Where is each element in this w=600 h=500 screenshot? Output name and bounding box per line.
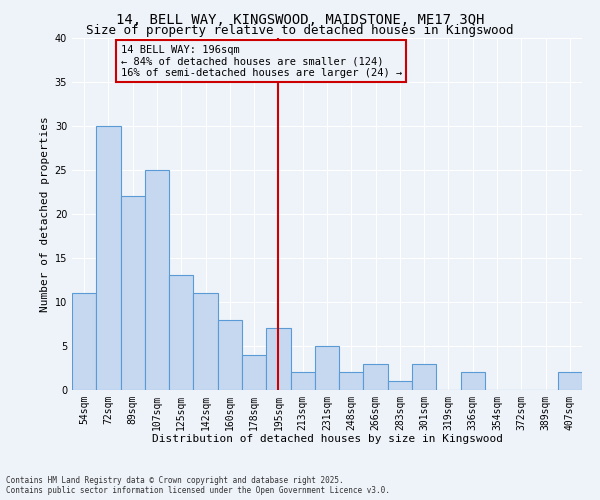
Bar [145,170,169,390]
X-axis label: Distribution of detached houses by size in Kingswood: Distribution of detached houses by size … [151,434,503,444]
Bar [290,372,315,390]
Bar [315,346,339,390]
Bar [96,126,121,390]
Bar [461,372,485,390]
Bar [72,293,96,390]
Text: 14 BELL WAY: 196sqm
← 84% of detached houses are smaller (124)
16% of semi-detac: 14 BELL WAY: 196sqm ← 84% of detached ho… [121,44,402,78]
Y-axis label: Number of detached properties: Number of detached properties [40,116,50,312]
Bar [388,381,412,390]
Bar [364,364,388,390]
Bar [558,372,582,390]
Bar [121,196,145,390]
Bar [412,364,436,390]
Bar [218,320,242,390]
Bar [169,276,193,390]
Bar [242,355,266,390]
Text: Size of property relative to detached houses in Kingswood: Size of property relative to detached ho… [86,24,514,37]
Bar [339,372,364,390]
Bar [193,293,218,390]
Text: Contains HM Land Registry data © Crown copyright and database right 2025.
Contai: Contains HM Land Registry data © Crown c… [6,476,390,495]
Bar [266,328,290,390]
Text: 14, BELL WAY, KINGSWOOD, MAIDSTONE, ME17 3QH: 14, BELL WAY, KINGSWOOD, MAIDSTONE, ME17… [116,12,484,26]
